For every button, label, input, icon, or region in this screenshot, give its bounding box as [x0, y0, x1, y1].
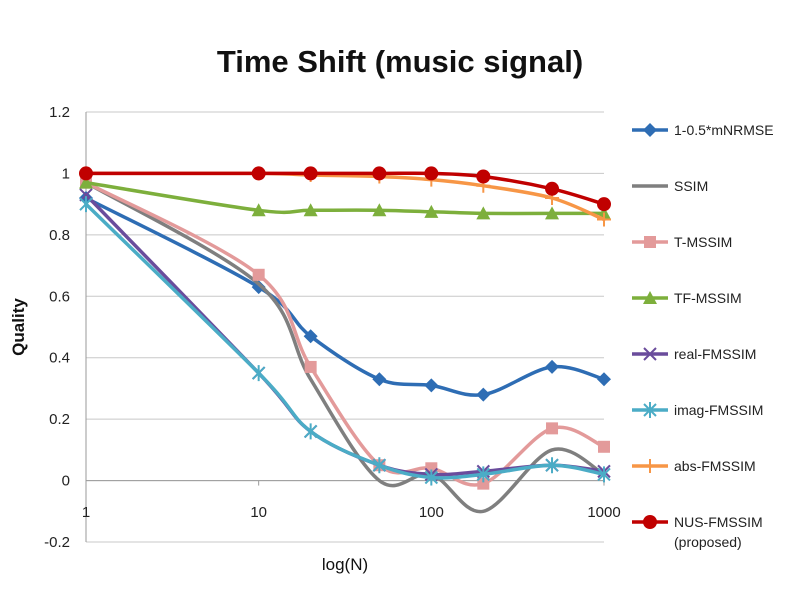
y-axis-label: Quality: [9, 298, 28, 356]
series-0-point-6: [545, 359, 560, 374]
legend-marker-4: [643, 347, 657, 361]
series-2-point-7: [598, 440, 610, 453]
legend-label-4: real-FMSSIM: [674, 346, 756, 362]
legend-label-3: TF-MSSIM: [674, 290, 742, 306]
y-tick-label-7: 1.2: [49, 104, 70, 121]
x-axis-label: log(N): [322, 555, 368, 574]
series-5-point-7: [597, 466, 611, 483]
legend-marker-2: [644, 236, 656, 248]
legend-label-7-line2: (proposed): [674, 534, 742, 550]
series-5-point-2: [303, 423, 318, 440]
series-line-7: [84, 171, 606, 206]
series-7-point-5: [476, 169, 491, 184]
legend-label-5: imag-FMSSIM: [674, 402, 763, 418]
legend-label-6: abs-FMSSIM: [674, 458, 756, 474]
series-3-point-4: [424, 204, 439, 218]
y-tick-label-3: 0.4: [49, 350, 70, 367]
series-7-point-3: [372, 166, 387, 181]
series-0-point-2: [303, 329, 318, 344]
y-tick-label-6: 1: [62, 165, 70, 182]
x-tick-label-0: 1: [82, 504, 90, 521]
series-5-point-5: [476, 466, 491, 483]
series-5-point-3: [372, 457, 387, 474]
series-3-point-0: [79, 175, 93, 189]
series-5-point-4: [424, 469, 439, 486]
series-3-point-2: [303, 203, 318, 217]
legend-label-0: 1-0.5*mNRMSE: [674, 122, 774, 138]
legend-label-2: T-MSSIM: [674, 234, 732, 250]
series-0-point-4: [424, 378, 439, 393]
series-7-point-6: [545, 181, 560, 196]
y-tick-label-4: 0.6: [49, 288, 70, 305]
series-7-point-1: [251, 166, 266, 181]
series-7-point-7: [597, 197, 611, 212]
legend-label-7: NUS-FMSSIM: [674, 514, 763, 530]
y-tick-label-2: 0.2: [49, 411, 70, 428]
x-tick-label-3: 1000: [587, 504, 620, 521]
series-0-point-5: [476, 387, 491, 402]
series-7-point-4: [424, 166, 439, 181]
series-0-point-1: [251, 280, 266, 295]
series-7-point-0: [79, 166, 93, 181]
series-3-point-3: [372, 203, 387, 217]
series-2-point-5: [477, 477, 490, 490]
series-3-point-6: [545, 206, 560, 220]
series-line-2: [84, 180, 606, 487]
series-2-point-2: [304, 360, 317, 373]
series-line-3: [84, 180, 606, 216]
series-7-point-2: [303, 166, 318, 181]
series-0-point-7: [597, 372, 611, 387]
legend-label-1: SSIM: [674, 178, 708, 194]
x-tick-label-1: 10: [250, 504, 267, 521]
series-2-point-6: [546, 422, 559, 435]
series-3-point-5: [476, 206, 491, 220]
x-tick-label-2: 100: [419, 504, 444, 521]
legend-marker-3: [643, 291, 657, 304]
legend-marker-5: [643, 402, 657, 418]
legend-marker-6: [643, 459, 657, 473]
chart-title: Time Shift (music signal): [216, 44, 584, 79]
series-5-point-0: [79, 196, 93, 213]
series-2-point-1: [252, 268, 265, 281]
series-line-1: [84, 180, 606, 514]
legend-marker-0: [643, 123, 657, 137]
series-5-point-1: [251, 365, 266, 382]
legend-marker-7: [643, 515, 657, 529]
y-tick-label-5: 0.8: [49, 227, 70, 244]
y-tick-label-0: -0.2: [44, 534, 70, 551]
series-0-point-3: [372, 372, 387, 387]
series-3-point-1: [251, 203, 266, 217]
series-6-point-7: [597, 212, 611, 227]
series-5-point-6: [545, 457, 559, 474]
y-tick-label-1: 0: [62, 473, 70, 490]
